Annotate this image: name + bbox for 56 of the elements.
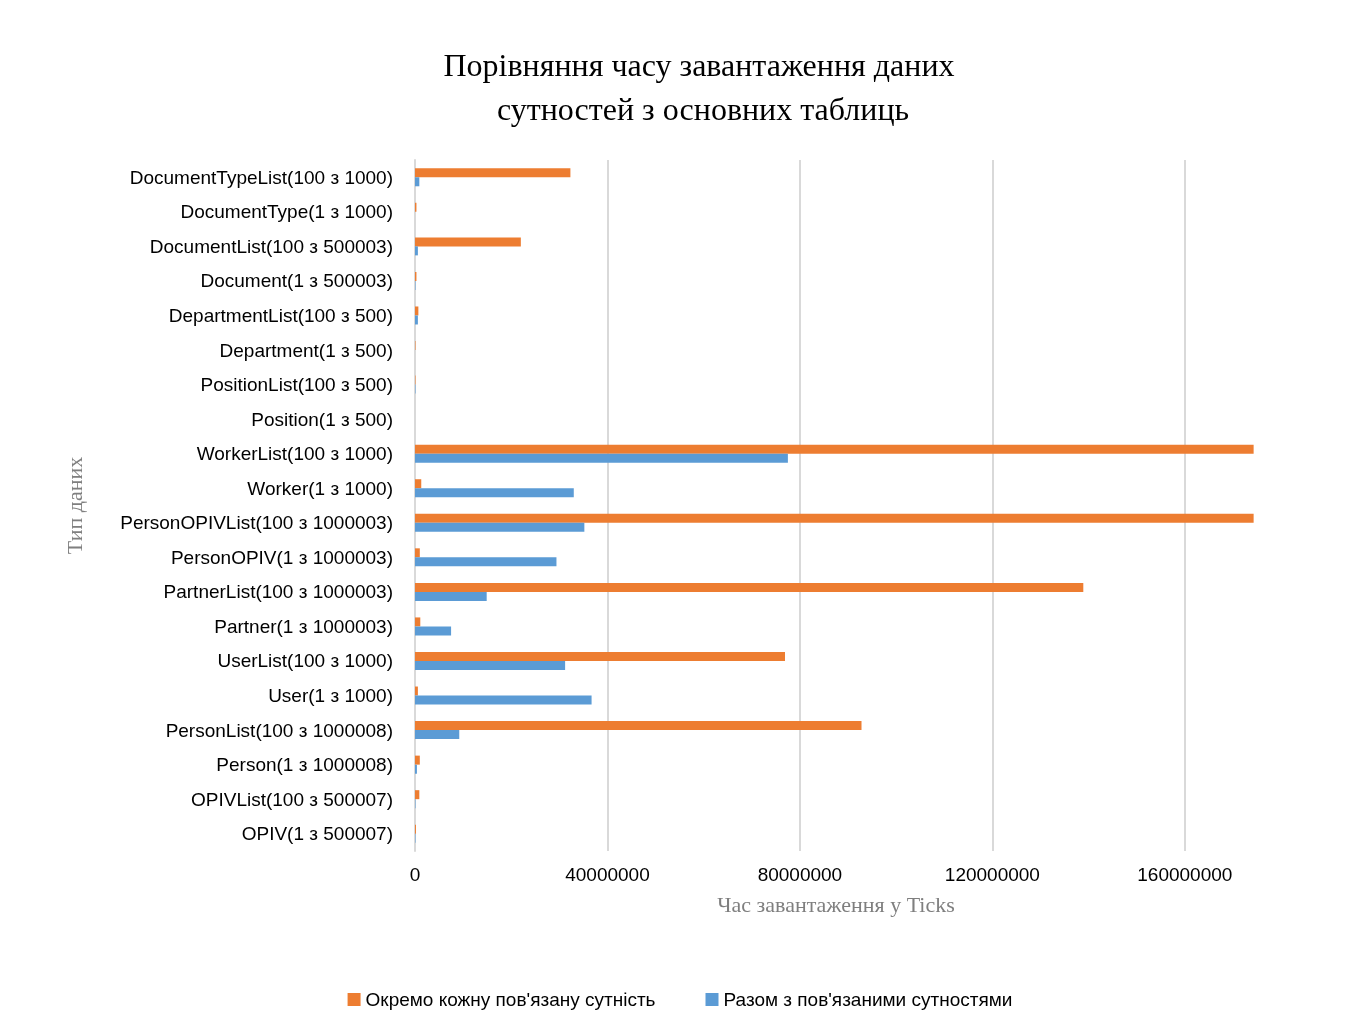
- bar: [415, 237, 521, 247]
- x-axis-title: Час завантаження у Ticks: [717, 891, 955, 917]
- bar: [415, 790, 420, 800]
- bar: [415, 306, 419, 316]
- bar: [415, 695, 592, 705]
- bar: [415, 513, 1254, 523]
- y-tick-label: Worker(1 з 1000): [247, 477, 393, 499]
- y-tick-label: DocumentList(100 з 500003): [149, 235, 393, 257]
- y-tick-label: OPIV(1 з 500007): [241, 823, 393, 845]
- bar: [415, 730, 460, 740]
- bar: [415, 651, 785, 661]
- y-tick-label: PersonOPIVList(100 з 1000003): [120, 512, 393, 534]
- y-tick-label: Person(1 з 1000008): [216, 754, 393, 776]
- x-tick-label: 120000000: [944, 864, 1040, 885]
- y-tick-label: PersonList(100 з 1000008): [165, 719, 393, 741]
- y-tick-label: Position(1 з 500): [251, 408, 393, 430]
- y-tick-label: DocumentType(1 з 1000): [180, 201, 393, 223]
- x-tick-label: 0: [409, 864, 421, 885]
- bar: [415, 721, 862, 731]
- bar: [415, 522, 585, 532]
- legend-label: Разом з пов'язаними сутностями: [723, 989, 1013, 1010]
- bar: [415, 626, 452, 636]
- bar: [415, 488, 574, 498]
- y-tick-label: PartnerList(100 з 1000003): [163, 581, 393, 603]
- y-tick-label: Document(1 з 500003): [200, 270, 393, 292]
- y-axis-title: Тип даних: [61, 456, 87, 555]
- bar: [415, 617, 421, 627]
- bar: [415, 582, 1084, 592]
- bar: [415, 315, 418, 325]
- x-tick-label: 80000000: [757, 864, 843, 885]
- x-tick-label: 40000000: [565, 864, 650, 885]
- y-tick-label: DepartmentList(100 з 500): [168, 304, 393, 326]
- y-tick-label: OPIVList(100 з 500007): [191, 788, 393, 810]
- bar: [415, 557, 557, 567]
- y-tick-label: Department(1 з 500): [219, 339, 393, 361]
- bar: [415, 246, 418, 256]
- bar: [415, 755, 420, 765]
- x-tick-label: 160000000: [1137, 864, 1233, 885]
- bar: [415, 686, 418, 696]
- y-tick-label: Partner(1 з 1000003): [214, 615, 393, 637]
- bar: [415, 168, 571, 178]
- y-tick-label: User(1 з 1000): [268, 685, 393, 707]
- bar: [415, 591, 487, 601]
- bar: [415, 444, 1254, 454]
- legend-label: Окремо кожну пов'язану сутність: [365, 989, 656, 1010]
- chart-title: Порівняння часу завантаження даних сутностей з основних таблиць: [443, 47, 963, 127]
- y-tick-label: PersonOPIV(1 з 1000003): [170, 546, 393, 568]
- bar: [415, 177, 420, 187]
- bar: [415, 548, 420, 558]
- bar: [415, 453, 788, 463]
- bar: [415, 660, 566, 670]
- y-tick-label: DocumentTypeList(100 з 1000): [129, 166, 393, 188]
- y-tick-label: PositionList(100 з 500): [200, 374, 393, 396]
- y-tick-label: WorkerList(100 з 1000): [196, 443, 393, 465]
- bar: [415, 479, 422, 489]
- y-tick-label: UserList(100 з 1000): [217, 650, 393, 672]
